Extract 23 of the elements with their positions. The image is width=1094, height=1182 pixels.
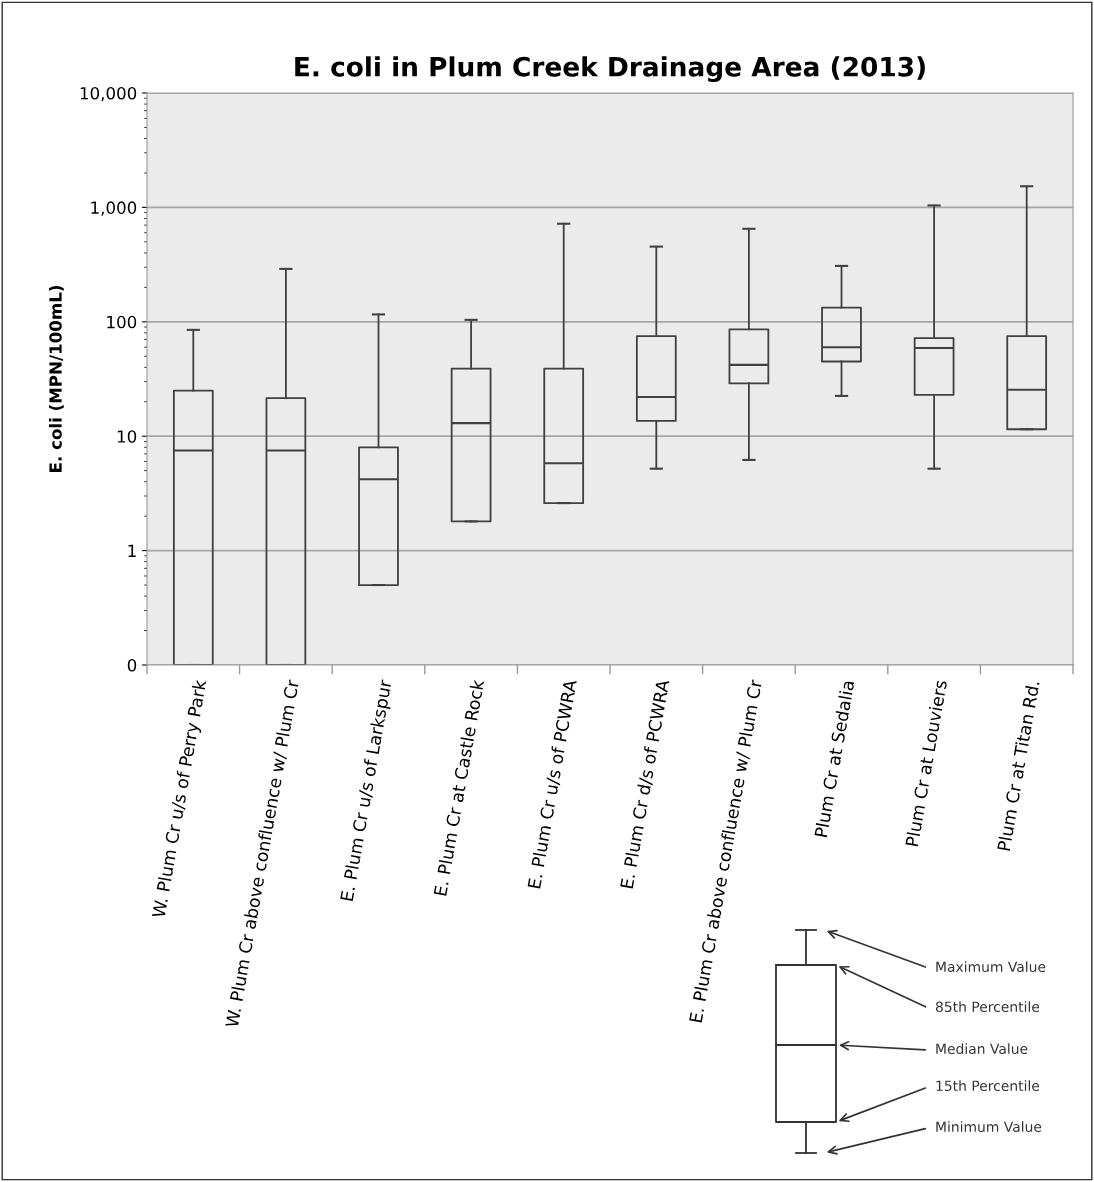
y-tick-label: 10 <box>117 430 137 443</box>
x-tick-label: E. Plum Cr at Castle Rock <box>433 678 485 896</box>
y-tick-label: 1 <box>128 544 136 557</box>
x-tick-label: W. Plum Cr u/s of Perry Park <box>151 678 210 919</box>
x-tick-label: E. Plum Cr u/s of Larkspur <box>339 678 396 902</box>
x-tick-label: Plum Cr at Sedalia <box>813 680 855 838</box>
x-tick-label: Plum Cr at Louviers <box>904 679 948 847</box>
text: 15th Percentile <box>936 1080 1040 1092</box>
x-tick-label: Plum Cr at Titan Rd. <box>996 680 1040 851</box>
chart-title: E. coli in Plum Creek Drainage Area (2013) <box>295 56 925 83</box>
y-tick-label: 1,000 <box>91 201 137 216</box>
x-tick-label: E. Plum Cr u/s of PCWRA <box>527 679 579 889</box>
y-axis-title: E. coli (MPN/100mL) <box>48 285 64 472</box>
x-tick-label: E. Plum Cr d/s of PCWRA <box>619 679 671 889</box>
text: Minimum Value <box>936 1121 1042 1133</box>
text: 85th Percentile <box>935 1001 1040 1013</box>
text: Maximum Value <box>936 961 1046 973</box>
y-tick-label: 0 <box>127 658 137 672</box>
x-tick-label: E. Plum Cr above confluence w/ Plum Cr <box>688 678 764 1023</box>
y-tick-label: 100 <box>107 315 137 329</box>
text: Median Value <box>936 1043 1028 1055</box>
x-tick-label: W. Plum Cr above confluence w/ Plum Cr <box>224 678 301 1029</box>
y-tick-label: 10,000 <box>80 86 137 102</box>
